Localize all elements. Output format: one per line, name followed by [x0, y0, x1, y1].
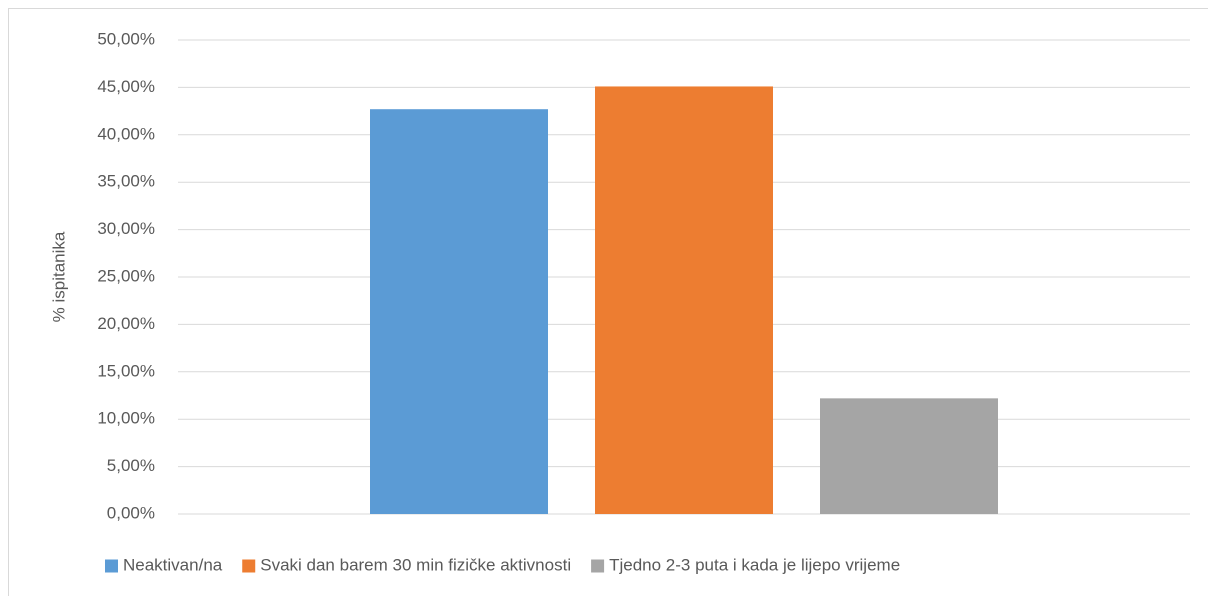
chart-border: [8, 8, 1208, 596]
legend-label: Neaktivan/na: [123, 555, 223, 574]
bar: [820, 398, 998, 514]
y-tick-label: 20,00%: [97, 314, 155, 333]
y-tick-label: 25,00%: [97, 266, 155, 285]
legend-swatch: [105, 559, 118, 573]
y-tick-label: 35,00%: [97, 172, 155, 191]
y-tick-label: 45,00%: [97, 77, 155, 96]
legend-swatch: [242, 559, 256, 573]
y-tick-label: 0,00%: [107, 503, 155, 522]
bar: [370, 109, 548, 514]
y-tick-label: 50,00%: [97, 29, 155, 48]
bar: [595, 86, 773, 515]
y-tick-label: 10,00%: [97, 409, 155, 428]
y-tick-label: 30,00%: [97, 219, 155, 238]
legend-label: Svaki dan barem 30 min fizičke aktivnost…: [260, 555, 571, 574]
y-axis-label: % ispitanika: [49, 231, 68, 322]
legend-swatch: [591, 559, 605, 573]
y-tick-label: 15,00%: [97, 361, 155, 380]
legend-label: Tjedno 2-3 puta i kada je lijepo vrijeme: [609, 555, 900, 574]
y-tick-label: 5,00%: [107, 456, 155, 475]
y-tick-label: 40,00%: [97, 124, 155, 143]
